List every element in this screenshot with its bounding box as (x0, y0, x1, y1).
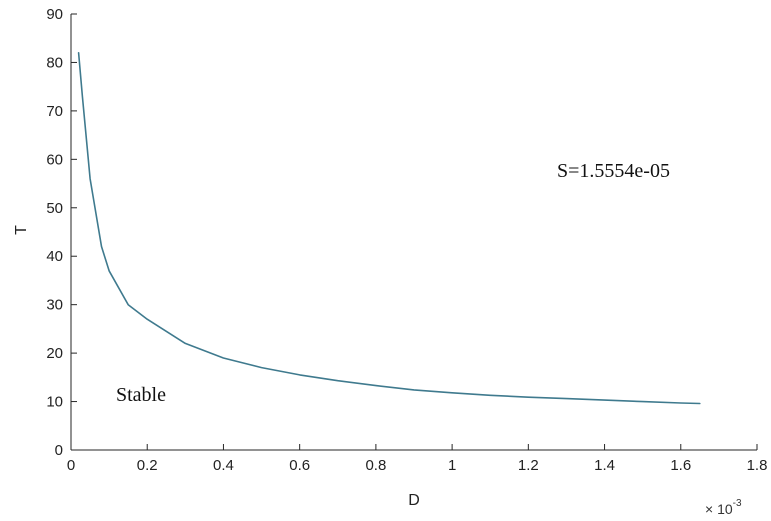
y-tick-label: 10 (46, 394, 63, 411)
ticks: 0 0.2 0.4 0.6 0.8 1 1.2 1.4 1.6 1.8 0 10 20 30 40 50 60 7… (46, 6, 767, 474)
y-tick-label: 40 (46, 248, 63, 265)
x-tick-label: 1.4 (594, 457, 615, 474)
x-tick-label: 0.2 (137, 457, 158, 474)
x-tick-label: 0 (67, 457, 75, 474)
y-tick-label: 50 (46, 200, 63, 217)
x-axis-exponent: × 10-3 (705, 498, 742, 517)
x-tick-label: 0.8 (365, 457, 386, 474)
x-tick-label: 1.8 (747, 457, 768, 474)
y-tick-label: 70 (46, 103, 63, 120)
x-tick-label: 1.2 (518, 457, 539, 474)
y-tick-label: 90 (46, 6, 63, 23)
y-tick-label: 80 (46, 54, 63, 71)
axes (70, 14, 757, 451)
series-line (77, 51, 701, 405)
stable-region-label: Stable (116, 384, 166, 406)
x-tick-label: 1 (448, 457, 456, 474)
y-tick-label: 20 (46, 345, 63, 362)
x-axis-title: D (408, 492, 420, 509)
x-tick-label: 1.6 (670, 457, 691, 474)
x-tick-label: 0.4 (213, 457, 234, 474)
y-tick-label: 60 (46, 151, 63, 168)
parameter-annotation: S=1.5554e-05 (557, 160, 670, 182)
y-tick-label: 0 (55, 442, 63, 459)
series-layer (77, 51, 701, 405)
x-tick-label: 0.6 (289, 457, 310, 474)
y-axis-title: T (13, 225, 30, 235)
y-tick-label: 30 (46, 297, 63, 314)
